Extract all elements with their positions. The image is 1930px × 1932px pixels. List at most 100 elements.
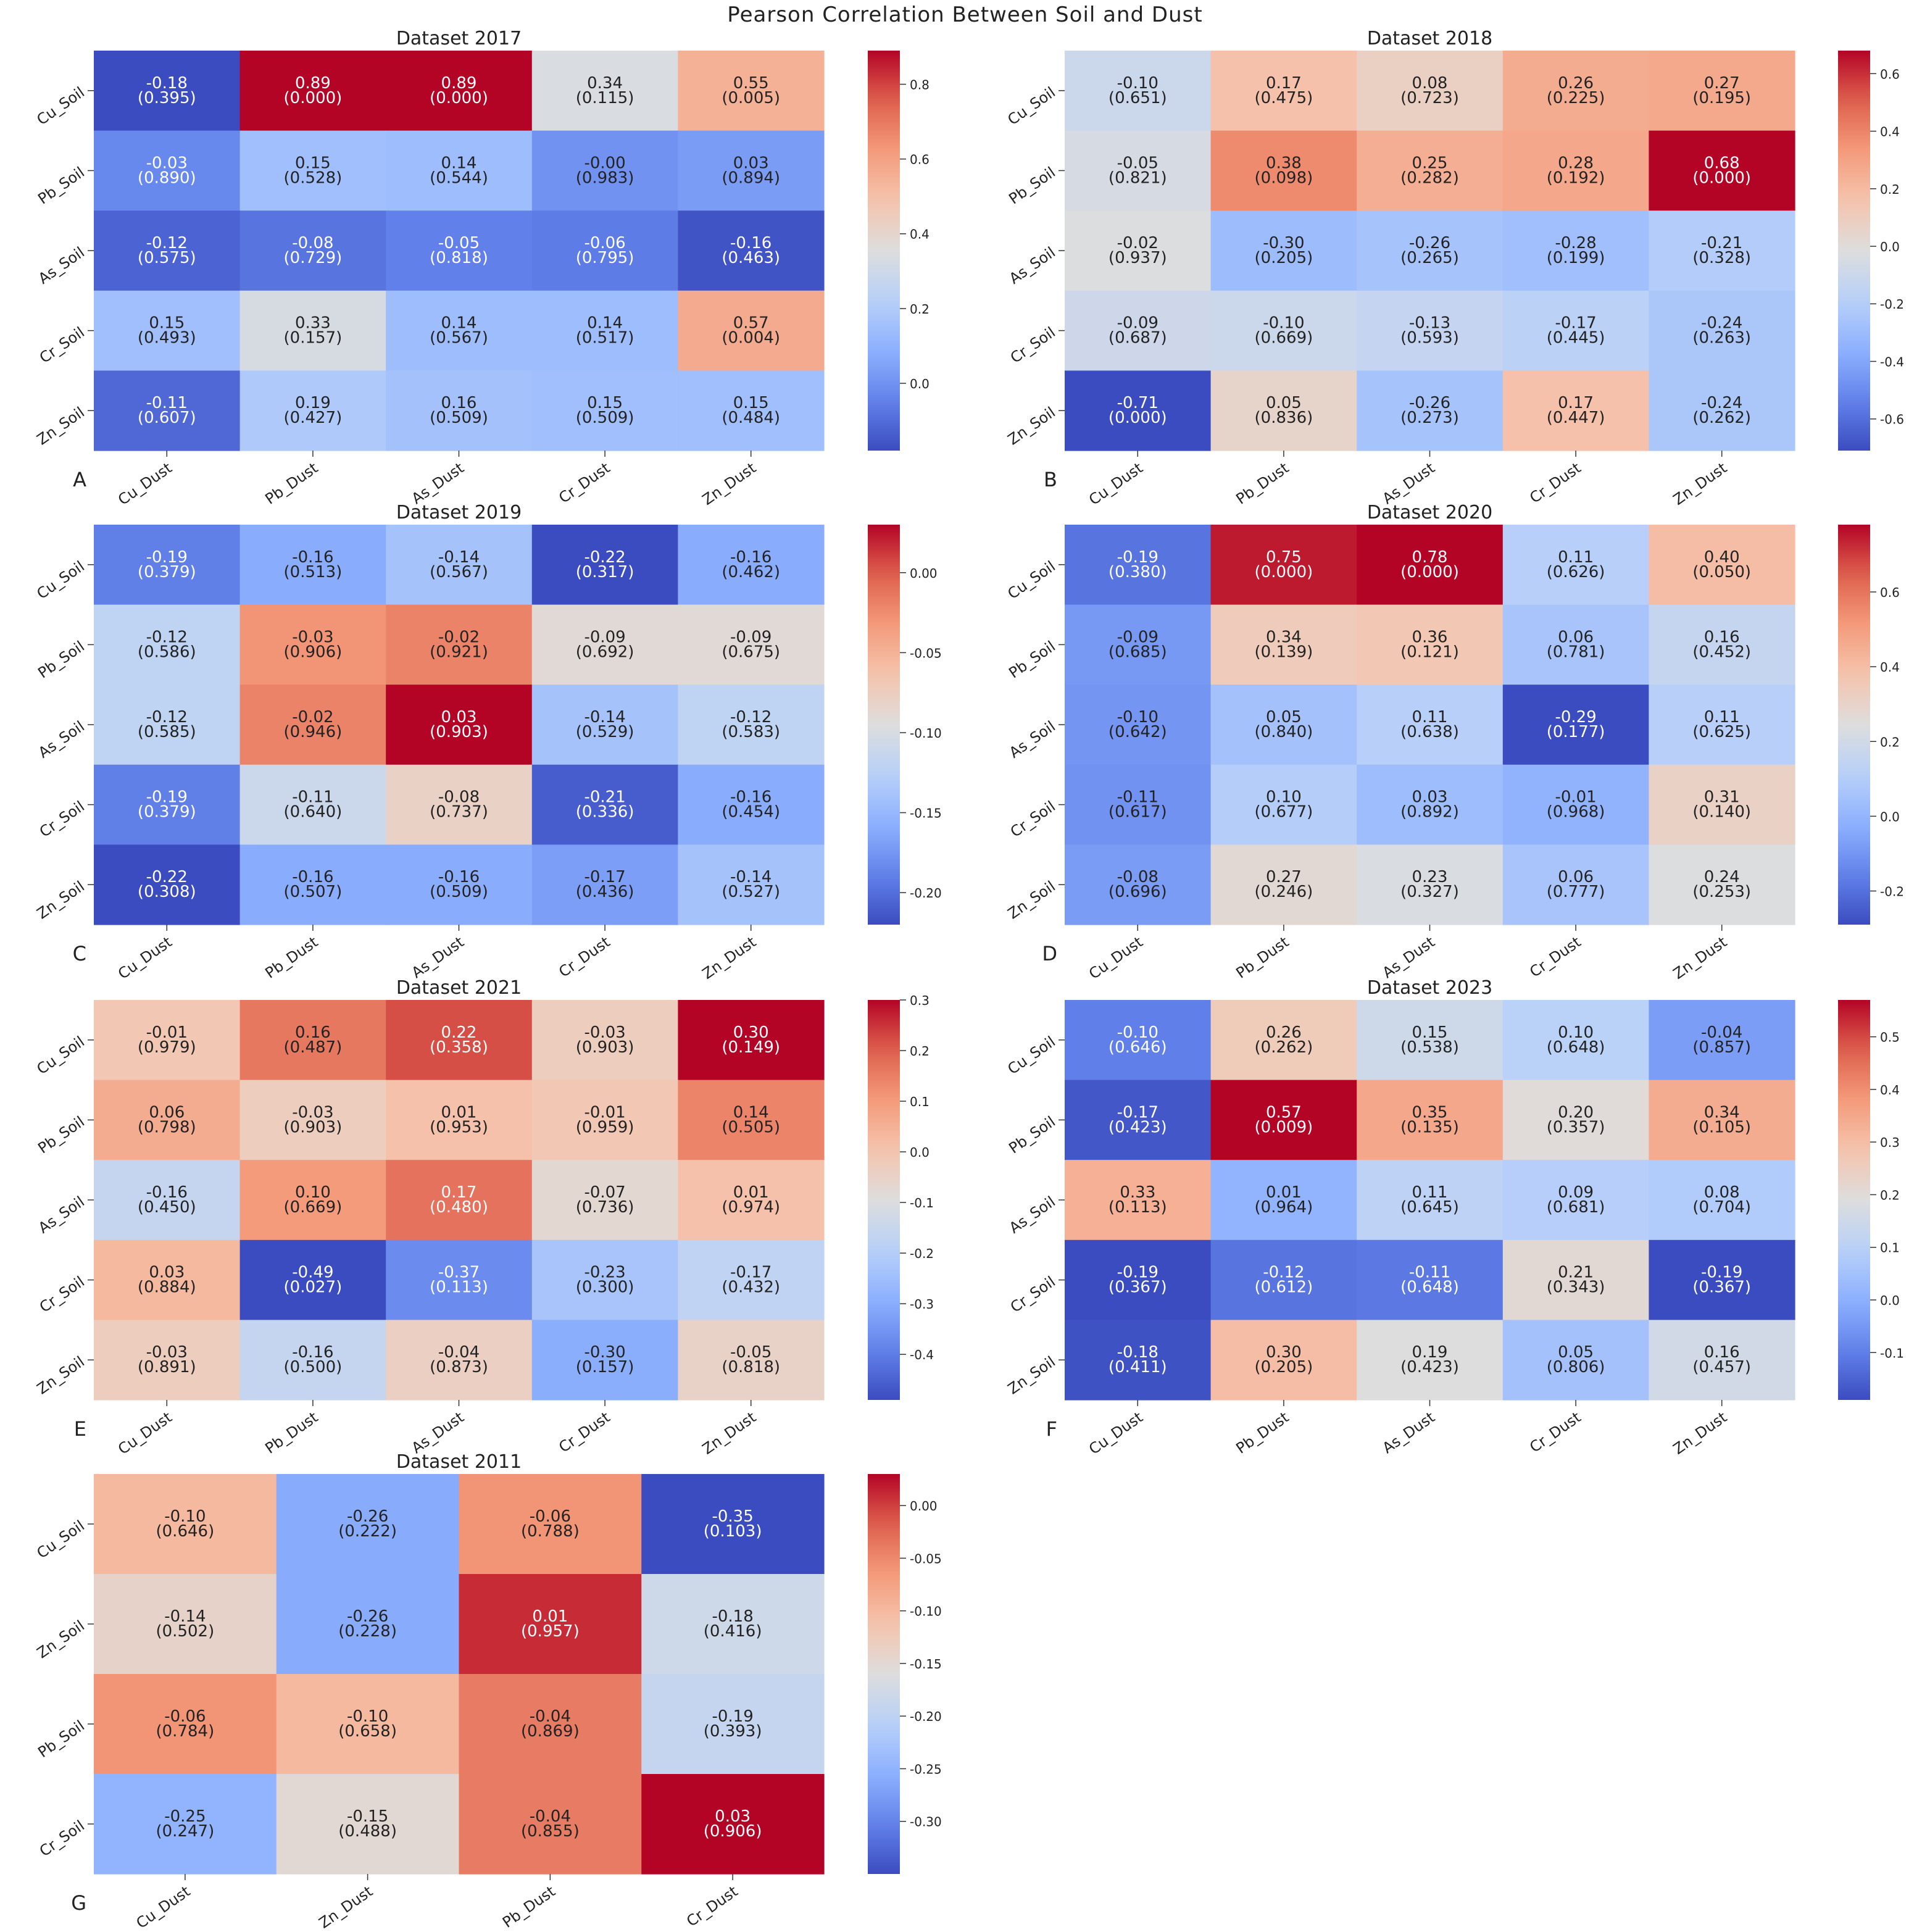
- cell-pvalue-label: (0.795): [576, 249, 634, 267]
- heatmap-cell: [1065, 370, 1212, 451]
- heatmap-panel-b: Dataset 2018-0.10(0.651)0.17(0.475)0.08(…: [1005, 28, 1905, 509]
- cell-value-label: -0.07: [584, 1183, 625, 1202]
- cell-value-label: 0.15: [587, 394, 623, 412]
- heatmap-cell: [678, 210, 825, 291]
- cell-value-label: 0.24: [1704, 868, 1740, 886]
- cell-value-label: 0.68: [1704, 154, 1740, 172]
- heatmap-cell: [94, 130, 241, 211]
- col-label: As_Dust: [409, 459, 467, 507]
- cell-pvalue-label: (0.788): [521, 1522, 580, 1541]
- cell-value-label: 0.33: [1120, 1183, 1155, 1202]
- cell-value-label: -0.03: [146, 1343, 188, 1362]
- col-label: Zn_Dust: [316, 1883, 376, 1932]
- cell-value-label: -0.14: [164, 1607, 206, 1626]
- cell-value-label: 0.30: [733, 1023, 769, 1042]
- heatmap-cell: [94, 1474, 277, 1575]
- cell-value-label: -0.01: [584, 1103, 625, 1122]
- cell-value-label: 0.08: [1412, 74, 1448, 93]
- cell-pvalue-label: (0.480): [430, 1198, 488, 1217]
- cell-value-label: -0.17: [1555, 314, 1596, 333]
- cell-value-label: -0.17: [730, 1264, 772, 1282]
- heatmap-cell: [1649, 1239, 1795, 1320]
- cell-value-label: -0.26: [1409, 234, 1450, 252]
- cell-pvalue-label: (0.723): [1400, 89, 1459, 107]
- heatmap-cell: [1065, 210, 1212, 291]
- cell-value-label: 0.33: [295, 314, 331, 333]
- heatmap-cell: [1649, 210, 1795, 291]
- cell-value-label: 0.14: [587, 314, 623, 333]
- cell-pvalue-label: (0.585): [138, 723, 196, 741]
- row-label: Cu_Soil: [1005, 83, 1059, 128]
- heatmap-cell: [1065, 1320, 1212, 1401]
- cell-value-label: 0.11: [1558, 548, 1594, 567]
- heatmap-cell: [1065, 604, 1212, 685]
- cell-value-label: 0.14: [441, 314, 477, 333]
- cell-pvalue-label: (0.821): [1109, 169, 1167, 187]
- cell-pvalue-label: (0.669): [1255, 329, 1313, 348]
- cell-pvalue-label: (0.784): [156, 1722, 215, 1741]
- cell-value-label: -0.01: [1555, 788, 1596, 807]
- heatmap-cell: [1502, 685, 1649, 765]
- cell-pvalue-label: (0.704): [1692, 1198, 1751, 1217]
- cell-pvalue-label: (0.105): [1692, 1118, 1751, 1136]
- heatmap-cell: [239, 290, 386, 371]
- heatmap-cell: [531, 210, 678, 291]
- heatmap-cell: [386, 844, 533, 925]
- cell-pvalue-label: (0.488): [338, 1822, 397, 1841]
- colorbar-tick-label: -0.15: [910, 806, 942, 821]
- cell-value-label: -0.18: [146, 74, 188, 93]
- col-label: Cu_Dust: [1086, 459, 1146, 509]
- cell-value-label: -0.19: [146, 548, 188, 567]
- cell-pvalue-label: (0.379): [138, 563, 196, 581]
- row-label: Cr_Soil: [36, 797, 88, 841]
- cell-pvalue-label: (0.000): [1255, 563, 1313, 581]
- col-label: Cr_Dust: [555, 1409, 613, 1456]
- panel-letter: A: [73, 468, 86, 491]
- heatmap-cell: [94, 764, 241, 845]
- cell-value-label: -0.04: [1701, 1023, 1742, 1042]
- cell-pvalue-label: (0.228): [338, 1622, 397, 1641]
- cell-pvalue-label: (0.411): [1109, 1358, 1167, 1376]
- cell-value-label: -0.15: [347, 1807, 388, 1826]
- heatmap-cell: [531, 1160, 678, 1241]
- cell-pvalue-label: (0.273): [1400, 409, 1459, 427]
- colorbar: [1838, 51, 1870, 451]
- heatmap-cell: [94, 1320, 241, 1401]
- cell-value-label: -0.12: [146, 234, 188, 252]
- colorbar: [1838, 1000, 1870, 1400]
- heatmap-cell: [1210, 525, 1357, 606]
- cell-pvalue-label: (0.903): [576, 1038, 634, 1057]
- cell-value-label: 0.06: [1558, 868, 1594, 886]
- cell-value-label: 0.15: [295, 154, 331, 172]
- cell-value-label: 0.16: [295, 1023, 331, 1042]
- heatmap-cell: [1649, 1160, 1795, 1241]
- col-label: Zn_Dust: [1670, 933, 1730, 983]
- row-label: Pb_Soil: [1005, 1113, 1059, 1157]
- col-label: Pb_Dust: [1233, 933, 1292, 982]
- cell-value-label: -0.06: [164, 1707, 206, 1726]
- cell-value-label: -0.11: [292, 788, 333, 807]
- cell-value-label: -0.29: [1555, 708, 1596, 727]
- colorbar-tick-label: 0.1: [910, 1094, 930, 1109]
- cell-pvalue-label: (0.777): [1547, 883, 1605, 901]
- col-label: Pb_Dust: [262, 459, 322, 508]
- cell-pvalue-label: (0.953): [430, 1118, 488, 1136]
- cell-pvalue-label: (0.979): [138, 1038, 196, 1057]
- cell-value-label: 0.57: [1266, 1103, 1302, 1122]
- cell-value-label: -0.25: [164, 1807, 206, 1826]
- heatmap-cell: [239, 525, 386, 606]
- cell-pvalue-label: (0.648): [1547, 1038, 1605, 1057]
- heatmap-cell: [678, 1000, 825, 1081]
- heatmap-cell: [386, 525, 533, 606]
- panel-letter: G: [71, 1891, 86, 1915]
- cell-pvalue-label: (0.222): [338, 1522, 397, 1541]
- colorbar-tick-label: 0.0: [910, 1145, 930, 1160]
- heatmap-cell: [239, 210, 386, 291]
- col-label: Pb_Dust: [1233, 1409, 1292, 1457]
- row-label: As_Soil: [35, 1193, 88, 1237]
- col-label: As_Dust: [409, 933, 467, 981]
- cell-value-label: 0.01: [1266, 1183, 1302, 1202]
- cell-pvalue-label: (0.781): [1547, 643, 1605, 661]
- cell-value-label: 0.03: [1412, 788, 1448, 807]
